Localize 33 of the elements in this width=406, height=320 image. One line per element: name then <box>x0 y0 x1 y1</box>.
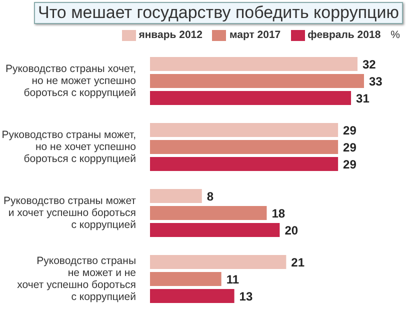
bar <box>150 223 280 237</box>
bar <box>150 206 267 220</box>
y-tick-label: Руководство страны может, но не хочет успешно бороться с коррупцией <box>2 128 136 165</box>
data-label: 8 <box>206 189 214 204</box>
bar <box>150 91 352 105</box>
chart-title: Что мешает государству победить коррупцию <box>34 2 404 24</box>
y-tick-label: Руководство страны не может и не хочет успешно бороться с коррупцией <box>17 254 136 303</box>
data-label: 20 <box>284 223 298 238</box>
data-label: 29 <box>343 157 357 172</box>
legend-label: март 2017 <box>228 29 281 41</box>
bar <box>150 74 364 88</box>
data-label: 29 <box>343 140 357 154</box>
data-label: 11 <box>226 272 240 286</box>
data-label: 18 <box>272 206 286 220</box>
bar <box>150 189 202 203</box>
data-label: 21 <box>291 255 305 270</box>
data-label: 33 <box>369 74 383 88</box>
data-label: 29 <box>343 123 357 138</box>
bar <box>150 272 222 286</box>
bar <box>150 123 338 137</box>
data-label: 32 <box>362 57 376 72</box>
y-tick-label: Руководство страны может и хочет успешно бороться с коррупцией <box>3 194 136 231</box>
y-tick-label: Руководство страны хочет, но не может успешно бороться с коррупцией <box>5 62 136 99</box>
bar <box>150 57 358 71</box>
bar <box>150 255 286 269</box>
bar <box>150 140 338 154</box>
legend-title: % <box>390 29 400 41</box>
bar <box>150 289 234 303</box>
bar <box>150 157 338 171</box>
legend-label: январь 2012 <box>138 29 202 41</box>
legend-label: февраль 2018 <box>306 29 381 41</box>
data-label: 13 <box>239 289 253 304</box>
data-label: 31 <box>356 91 370 106</box>
